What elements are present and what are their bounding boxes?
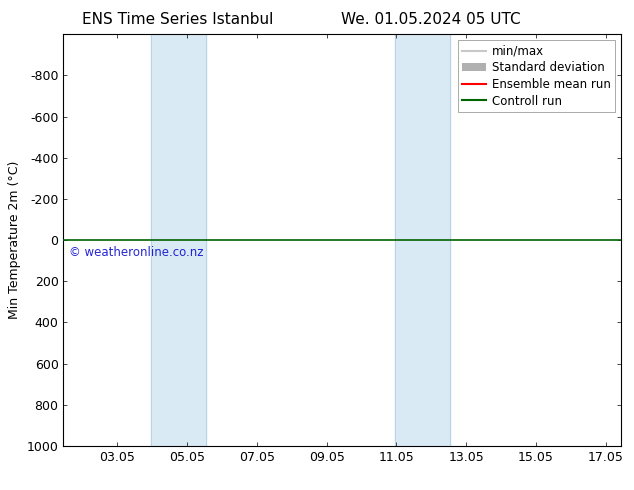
Text: © weatheronline.co.nz: © weatheronline.co.nz (69, 246, 204, 259)
Legend: min/max, Standard deviation, Ensemble mean run, Controll run: min/max, Standard deviation, Ensemble me… (458, 40, 616, 112)
Bar (394, 34, 450, 446)
Text: We. 01.05.2024 05 UTC: We. 01.05.2024 05 UTC (341, 12, 521, 27)
Text: ENS Time Series Istanbul: ENS Time Series Istanbul (82, 12, 273, 27)
Y-axis label: Min Temperature 2m (°C): Min Temperature 2m (°C) (8, 161, 21, 319)
Bar (150, 34, 206, 446)
